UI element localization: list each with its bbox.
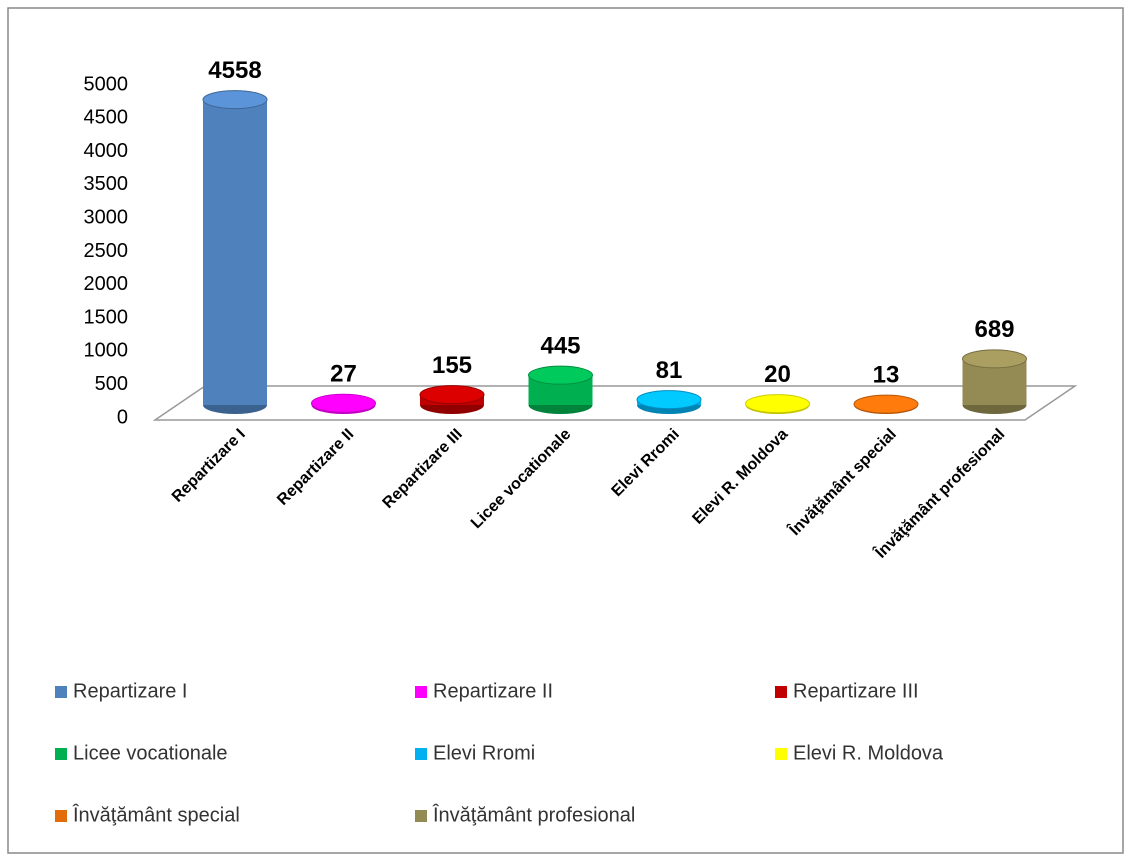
value-label: 81	[656, 357, 683, 384]
legend-swatch	[55, 686, 67, 698]
value-label: 13	[873, 361, 900, 388]
bar-top	[311, 393, 376, 413]
legend-label: Învăţământ special	[72, 803, 240, 826]
legend-swatch	[415, 686, 427, 698]
y-tick-label: 1500	[84, 306, 129, 328]
legend-label: Licee vocationale	[73, 742, 228, 764]
value-label: 155	[432, 352, 472, 379]
bar-top	[636, 390, 702, 410]
bar-top	[962, 349, 1027, 369]
value-label: 4558	[208, 57, 261, 84]
y-tick-label: 0	[117, 406, 128, 428]
y-tick-label: 3000	[84, 206, 129, 228]
legend-label: Elevi R. Moldova	[793, 742, 944, 764]
legend-label: Repartizare III	[793, 680, 919, 702]
y-tick-label: 2000	[84, 273, 129, 295]
legend-swatch	[55, 810, 67, 822]
bar-top	[202, 90, 268, 110]
legend-label: Elevi Rromi	[433, 742, 535, 764]
value-label: 689	[974, 316, 1014, 343]
value-label: 445	[540, 333, 580, 360]
legend-swatch	[775, 686, 787, 698]
y-tick-label: 4000	[84, 140, 129, 162]
legend-label: Repartizare II	[433, 680, 553, 702]
bar	[203, 99, 267, 405]
value-label: 27	[330, 361, 357, 388]
legend-label: Repartizare I	[73, 680, 188, 702]
y-tick-label: 4500	[84, 107, 129, 129]
y-tick-label: 1000	[84, 340, 129, 362]
floor	[152, 385, 1078, 421]
legend-swatch	[775, 748, 787, 760]
y-tick-label: 500	[95, 373, 128, 395]
value-label: 20	[764, 361, 791, 388]
y-tick-label: 2500	[84, 240, 129, 262]
y-tick-label: 5000	[84, 73, 129, 95]
bar-top	[528, 365, 593, 385]
bar-top	[853, 394, 919, 414]
legend-swatch	[415, 810, 427, 822]
y-tick-label: 3500	[84, 173, 129, 195]
legend-swatch	[415, 748, 427, 760]
legend-swatch	[55, 748, 67, 760]
bar-top	[419, 385, 485, 405]
legend-label: Învăţământ profesional	[432, 803, 635, 826]
bar-top	[745, 394, 810, 414]
chart-frame	[7, 7, 1124, 854]
